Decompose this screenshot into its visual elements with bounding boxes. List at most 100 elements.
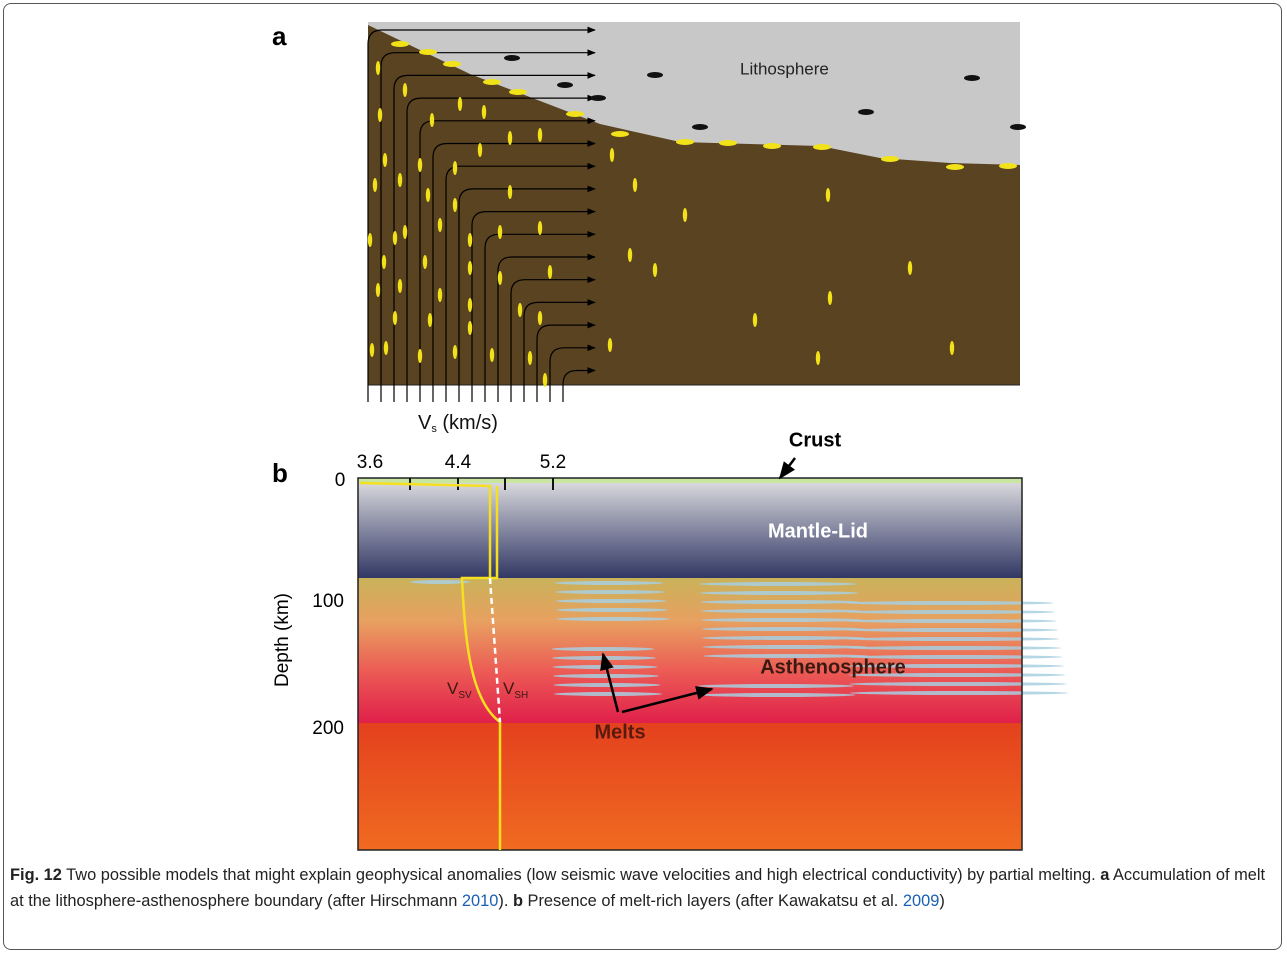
curve-label-sub: SV (458, 690, 472, 701)
melt-pocket (509, 89, 527, 95)
melt-layer (699, 582, 857, 586)
inclusion (647, 72, 663, 78)
layer-label: Mantle-Lid (768, 520, 868, 542)
inclusion (964, 75, 980, 81)
melt-droplet (547, 265, 553, 279)
melt-layer (702, 645, 868, 649)
axis-label-sub: s (431, 423, 437, 435)
melt-droplet (372, 178, 378, 192)
melt-droplet (367, 233, 373, 247)
melt-droplet (907, 261, 913, 275)
figure-number: Fig. 12 (10, 866, 62, 884)
melt-droplet (383, 341, 389, 355)
melt-pocket (566, 111, 584, 117)
layer-label: Asthenosphere (760, 656, 906, 678)
melt-layer (556, 608, 668, 612)
panel-label: a (272, 21, 287, 51)
melt-droplet (497, 271, 503, 285)
flow-line (536, 321, 596, 402)
melt-droplet (375, 61, 381, 75)
panel-ref: a (1100, 866, 1110, 884)
melt-droplet (375, 283, 381, 297)
frame (357, 477, 1023, 851)
melt-droplet (402, 225, 408, 239)
melt-droplet (489, 348, 495, 362)
melt-droplet (537, 311, 543, 325)
melt-pocket (946, 164, 964, 170)
curve-label-main: V (503, 679, 515, 698)
flow-line (367, 26, 596, 402)
melt-droplet (392, 231, 398, 245)
melt-pocket (419, 49, 437, 55)
melt-droplet (517, 303, 523, 317)
melt-droplet (457, 97, 463, 111)
inclusion (858, 109, 874, 115)
flow-line (562, 367, 596, 402)
melt-pocket (483, 79, 501, 85)
inclusion (504, 55, 520, 61)
caption: Fig. 12 Two possible models that might e… (10, 862, 1278, 914)
melt-droplet (452, 345, 458, 359)
melt-layer (553, 674, 659, 678)
melt-layer (556, 617, 670, 621)
melt-layer (845, 619, 1057, 623)
melt-pocket (443, 61, 461, 67)
melt-pocket (813, 144, 831, 150)
flow-line (497, 253, 596, 402)
melt-droplet (609, 148, 615, 162)
depth-tick-label: 100 (312, 591, 344, 612)
melt-droplet (437, 288, 443, 302)
melt-droplet (752, 313, 758, 327)
lithosphere-region (368, 22, 1020, 165)
melt-layer (551, 647, 655, 651)
flow-line (523, 299, 596, 402)
melt-layer (846, 637, 1060, 641)
flow-line (458, 185, 596, 402)
melt-droplet (417, 349, 423, 363)
inclusion (692, 124, 708, 130)
melt-layer (847, 646, 1061, 650)
melt-droplet (452, 161, 458, 175)
depth-axis-label: Depth (km) (272, 593, 293, 687)
melt-droplet (452, 198, 458, 212)
melt-pocket (719, 140, 737, 146)
top-tick-label: 5.2 (540, 452, 566, 473)
flow-line (380, 49, 596, 402)
melt-layer (844, 601, 1054, 605)
melt-droplet (397, 173, 403, 187)
flow-line (510, 276, 596, 402)
inclusion (557, 82, 573, 88)
caption-text: ) (939, 892, 945, 910)
layer-label: Crust (789, 429, 842, 451)
melt-pocket (881, 156, 899, 162)
melt-pocket (999, 163, 1017, 169)
melt-layer (700, 600, 860, 604)
melt-droplet (825, 188, 831, 202)
melt-droplet (477, 143, 483, 157)
melt-droplet (402, 83, 408, 97)
curve-label-main: V (447, 679, 459, 698)
axis-label: Vs (km/s) (418, 412, 498, 435)
melt-droplet (527, 351, 533, 365)
melt-droplet (427, 313, 433, 327)
panel-a (367, 22, 1026, 402)
velocity-profile-sh (488, 577, 502, 723)
curve-label: VSV (447, 679, 472, 700)
curve-label-sub: SH (514, 690, 528, 701)
melts-label: Melts (594, 721, 645, 743)
axis-label-unit: (km/s) (437, 412, 498, 434)
melt-layer (848, 664, 1064, 668)
melt-droplet (425, 188, 431, 202)
melt-layer (555, 590, 665, 594)
melt-droplet (429, 113, 435, 127)
melt-layer (698, 693, 856, 697)
region-label: Lithosphere (740, 59, 829, 78)
citation-link[interactable]: 2009 (902, 892, 940, 910)
flow-line (406, 94, 596, 402)
melt-layer (701, 627, 865, 631)
melt-droplet (467, 261, 473, 275)
citation-link[interactable]: 2010 (461, 892, 499, 910)
melt-droplet (682, 208, 688, 222)
melt-droplet (437, 218, 443, 232)
